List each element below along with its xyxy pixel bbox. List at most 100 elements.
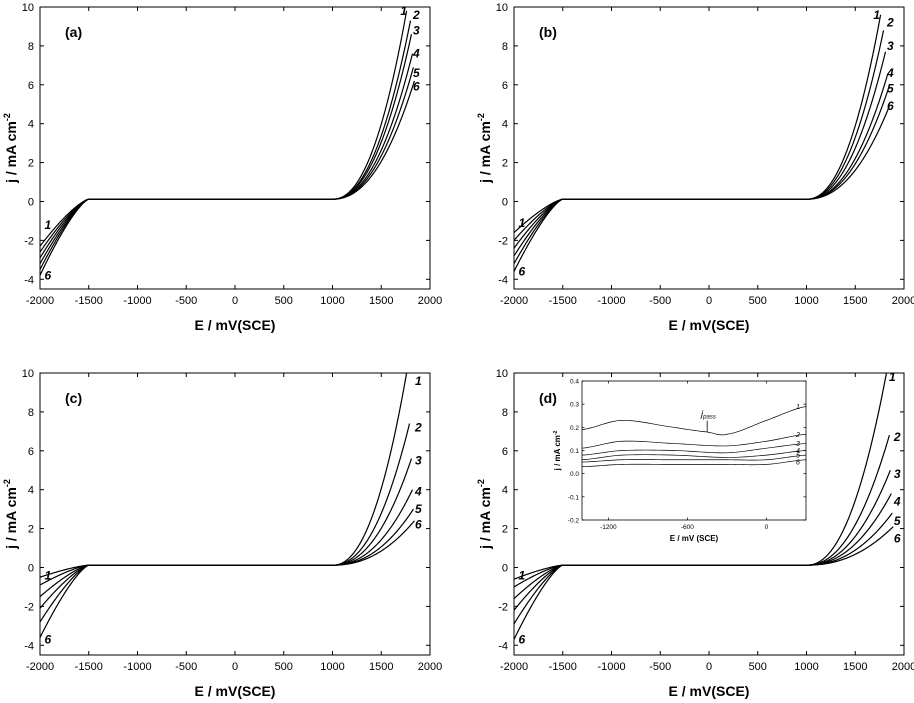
panel-d-inset-curve-label: 1 [796,404,800,411]
panel-a-curve-label: 5 [413,66,420,80]
panel-b-ytick-label: 10 [496,2,508,14]
panel-d-curve-label: 6 [518,632,525,646]
panel-d-inset-ytick-label: 0.1 [570,448,579,455]
panel-a-xtick-label: 2000 [418,295,442,307]
panel-a-series-2 [39,20,412,253]
panel-a-ytick-label: 0 [28,196,34,208]
panel-b-label: (b) [539,24,557,40]
panel-b-ytick-label: 2 [502,158,508,170]
panel-c-curve-label: 1 [415,374,422,388]
panel-d-inset-curve-label: 2 [795,432,800,439]
panel-a-curve-label: 3 [413,23,420,37]
panel-b-xtick-label: -2000 [500,295,528,307]
panel-a-ytick-label: 10 [22,2,34,14]
panel-d-ytick-label: 2 [502,524,508,536]
panel-d-inset-ytick-label: 0.3 [570,402,579,409]
panel-c-curve-label: 6 [44,632,51,646]
panel-c-ylabel: j / mA cm-2 [2,479,19,550]
panel-b-curve-label: 6 [518,264,525,278]
panel-d-curve-label: 4 [893,494,901,508]
panel-a-xtick-label: 0 [232,295,238,307]
panel-b-curve-label: 6 [887,99,894,113]
panel-d-xtick-label: 1500 [843,661,867,673]
panel-b-curve-label: 4 [886,66,894,80]
panel-a-xtick-label: -500 [175,295,197,307]
panel-a: -2000 -1500 -1000 -500 0 500 1000 1500 2000 -4 -2 0… [2,2,442,333]
panel-c-ytick-label: 0 [28,562,34,574]
panel-a-ytick-label: 2 [28,158,34,170]
panel-a-ytick-label: 8 [28,41,34,53]
panel-c-curve-label: 4 [414,485,422,499]
panel-d-ytick-label: -2 [498,601,508,613]
panel-a-curve-label: 1 [400,4,407,18]
panel-a-xtick-label: -2000 [26,295,54,307]
panel-b-curve-label: 5 [887,82,894,96]
panel-b-ylabel: j / mA cm-2 [476,113,493,184]
panel-c-curve-label: 1 [44,568,51,582]
panel-d-xtick-label: 1000 [794,661,818,673]
panel-d-inset-series-5 [581,454,807,463]
panel-b-series-4 [513,74,888,257]
panel-a-series-5 [39,67,415,270]
panel-b-series-6 [513,105,890,272]
panel-c-series-1 [39,372,408,578]
panel-a-frame [39,6,431,290]
panel-a-series-1 [39,10,408,247]
panel-d-inset-ylabel: j / mA cm-2 [553,430,562,471]
panel-d-inset-ytick-label: 0.0 [570,471,579,478]
panel-d-inset-ytick-label: -0.2 [568,518,580,525]
panel-d-inset-curve-label: 4 [796,448,800,455]
panel-c-xtick-label: -2000 [26,661,54,673]
panel-d-ylabel: j / mA cm-2 [476,479,493,550]
panel-a-xtick-label: 1500 [369,295,393,307]
panel-d-series-6 [513,526,894,640]
panel-c-curve-label: 5 [415,502,422,516]
panel-c-series-6 [39,520,415,638]
panel-d-inset-curve-label: 3 [796,441,800,448]
panel-b-series-3 [513,51,887,249]
panel-c-ytick-label: -2 [24,601,34,613]
panel-d-inset-series-2 [581,433,807,449]
panel-d-xtick-label: -2000 [500,661,528,673]
panel-d-xtick-label: -500 [649,661,671,673]
panel-c-curve-label: 2 [414,420,422,434]
panel-a-label: (a) [65,24,82,40]
panel-b-xtick-label: -1000 [597,295,625,307]
panel-c-ytick-label: 2 [28,524,34,536]
panel-b-ytick-label: -4 [498,274,508,286]
panel-b-xtick-label: 2000 [892,295,914,307]
panel-d-xtick-label: -1500 [549,661,577,673]
panel-d-series-5 [513,512,893,625]
panel-c-xtick-label: 1500 [369,661,393,673]
panel-a-curve-label: 4 [412,47,420,61]
panel-a-xtick-label: -1500 [75,295,103,307]
panel-a-ytick-label: 4 [28,119,34,131]
panel-b-xtick-label: -500 [649,295,671,307]
panel-b-xtick-label: -1500 [549,295,577,307]
panel-c-label: (c) [65,390,82,406]
panel-c-ytick-label: -4 [24,640,34,652]
panel-c: -2000 -1500 -1000 -500 0 500 1000 1500 2000 -4 -2 0… [2,368,442,699]
panel-d-xtick-label: 500 [749,661,767,673]
panel-c-xtick-label: 1000 [320,661,344,673]
panel-b-frame [513,6,905,290]
panel-d-inset-xtick-label: -1200 [600,524,617,531]
panel-c-xtick-label: 500 [275,661,293,673]
panel-b-ytick-label: -2 [498,235,508,247]
panel-d-curve-label: 5 [894,514,901,528]
panel-d-ytick-label: 8 [502,407,508,419]
panel-d-curve-label: 6 [894,531,901,545]
panel-b-series-2 [513,30,885,241]
panel-a-series-6 [39,80,415,276]
panel-d-inset-xtick-label: 0 [765,524,769,531]
panel-a-xlabel: E / mV(SCE) [195,317,276,333]
panel-b-ytick-label: 0 [502,196,508,208]
panel-a-series-4 [39,53,414,265]
panel-d-inset-annotation: jpass [700,409,716,421]
panel-a-ytick-label: -2 [24,235,34,247]
panel-b-curve-label: 3 [887,39,894,53]
panel-c-ytick-label: 4 [28,485,34,497]
panel-c-series-3 [39,458,413,598]
